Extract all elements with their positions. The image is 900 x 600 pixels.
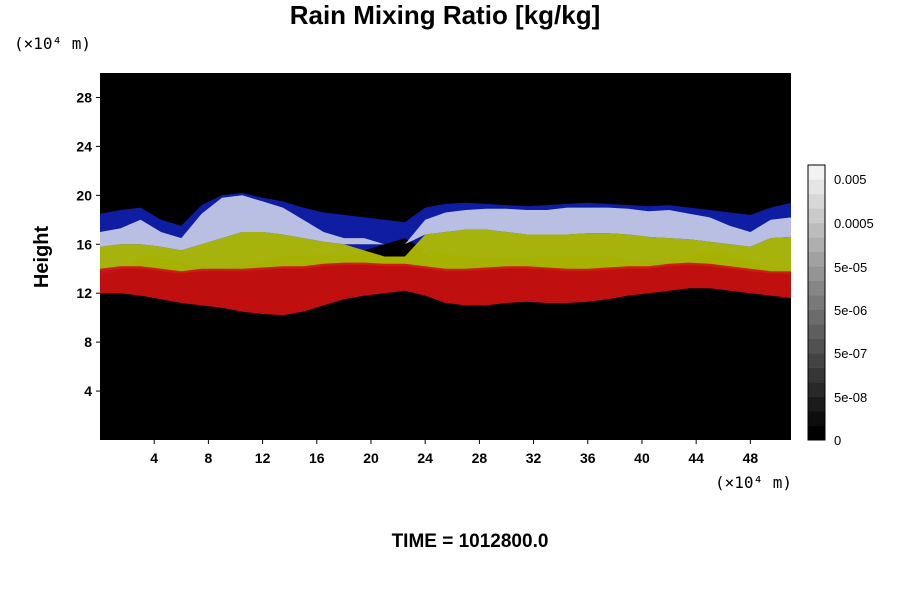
field-layers [100,192,791,316]
x-axis-unit: (×10⁴ m) [715,473,793,492]
colorbar-segment [808,396,825,412]
colorbar-segment [808,237,825,253]
y-ticks: 4 8 12 16 20 24 28 [76,89,100,399]
x-ticks: 4 8 12 16 20 24 28 32 36 40 44 48 [150,440,758,466]
colorbar-segment [808,353,825,368]
colorbar-segment [808,411,825,426]
colorbar-label: 5e-06 [834,303,867,318]
colorbar: 0.005 0.0005 5e-05 5e-06 5e-07 5e-08 0 [807,164,874,448]
y-tick-label: 28 [76,89,92,105]
colorbar-label: 5e-07 [834,346,867,361]
colorbar-frame [807,164,826,441]
colorbar-segment [808,382,825,397]
colorbar-segment [808,266,825,282]
time-label: TIME = 1012800.0 [391,531,549,552]
x-tick-label: 16 [309,450,325,466]
y-tick-label: 24 [76,138,92,154]
colorbar-segment [808,222,825,238]
x-tick-label: 44 [688,450,704,466]
x-tick-label: 8 [204,450,212,466]
colorbar-segment [808,295,825,311]
field-layer-2 [100,229,791,274]
colorbar-label: 5e-05 [834,260,867,275]
x-tick-label: 20 [363,450,379,466]
colorbar-segment [808,179,825,195]
colorbar-label: 0 [834,433,841,448]
colorbar-segment [808,251,825,267]
x-tick-label: 24 [417,450,433,466]
x-tick-label: 32 [526,450,542,466]
colorbar-segment [808,425,825,441]
x-tick-label: 40 [634,450,650,466]
colorbar-segment [808,165,825,180]
x-tick-label: 36 [580,450,596,466]
y-tick-label: 12 [76,285,92,301]
x-tick-label: 4 [150,450,158,466]
colorbar-segment [808,338,825,354]
colorbar-segment [808,367,825,383]
x-tick-label: 48 [743,450,759,466]
y-tick-label: 16 [76,236,92,252]
field-layer-1 [100,195,791,251]
colorbar-segment [808,324,825,339]
colorbar-segment [808,309,825,325]
x-tick-label: 28 [472,450,488,466]
y-tick-label: 8 [84,334,92,350]
chart-title: Rain Mixing Ratio [kg/kg] [289,0,601,30]
colorbar-label: 0.005 [834,172,867,187]
y-axis-label: Height [31,226,53,289]
y-tick-label: 4 [84,383,92,399]
colorbar-label: 0.0005 [834,216,874,231]
y-tick-label: 20 [76,187,92,203]
field-layer-3 [100,262,791,316]
x-tick-label: 12 [255,450,271,466]
colorbar-segment [808,280,825,296]
colorbar-label: 5e-08 [834,390,867,405]
colorbar-segment [808,193,825,209]
colorbar-segment [808,208,825,224]
y-axis-unit: (×10⁴ m) [14,34,92,53]
